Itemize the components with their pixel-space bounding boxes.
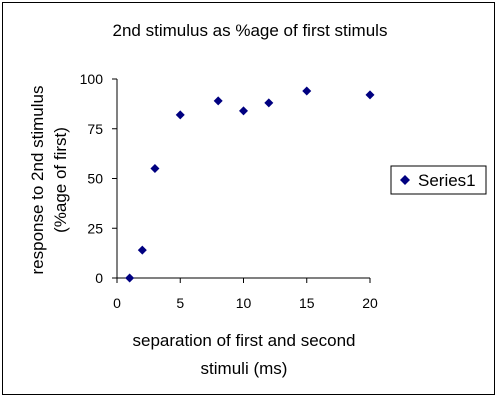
data-points	[125, 86, 375, 283]
data-point	[150, 164, 160, 174]
x-tick-label: 0	[113, 295, 121, 311]
x-axis-title-line-1: separation of first and second	[132, 331, 355, 350]
data-point	[137, 245, 147, 255]
y-tick-label: 75	[87, 121, 103, 137]
y-axis-title: response to 2nd stimulus (%age of first)	[28, 86, 70, 275]
x-tick-label: 20	[362, 295, 378, 311]
axis-ticks: 0 5 10 15 20 0 25 50 75 100	[80, 71, 378, 311]
x-axis-title-line-2: stimuli (ms)	[201, 359, 288, 378]
y-tick-label: 50	[87, 171, 103, 187]
x-tick-label: 10	[236, 295, 252, 311]
y-tick-label: 0	[95, 270, 103, 286]
data-point	[125, 273, 135, 283]
data-point	[239, 106, 248, 116]
y-tick-label: 25	[87, 220, 103, 236]
x-tick-label: 5	[176, 295, 184, 311]
y-axis-title-line-2: (%age of first)	[51, 127, 70, 233]
data-point	[264, 98, 274, 108]
legend-label-series1: Series1	[418, 171, 476, 190]
chart-title: 2nd stimulus as %age of first stimuls	[113, 21, 388, 40]
y-tick-label: 100	[80, 71, 104, 87]
legend-marker	[400, 175, 410, 185]
y-axis-title-line-1: response to 2nd stimulus	[28, 86, 47, 275]
chart-frame	[2, 2, 495, 395]
data-point	[302, 86, 312, 96]
data-point	[213, 96, 223, 106]
data-point	[365, 90, 375, 100]
x-tick-label: 15	[299, 295, 315, 311]
data-point	[175, 110, 185, 120]
